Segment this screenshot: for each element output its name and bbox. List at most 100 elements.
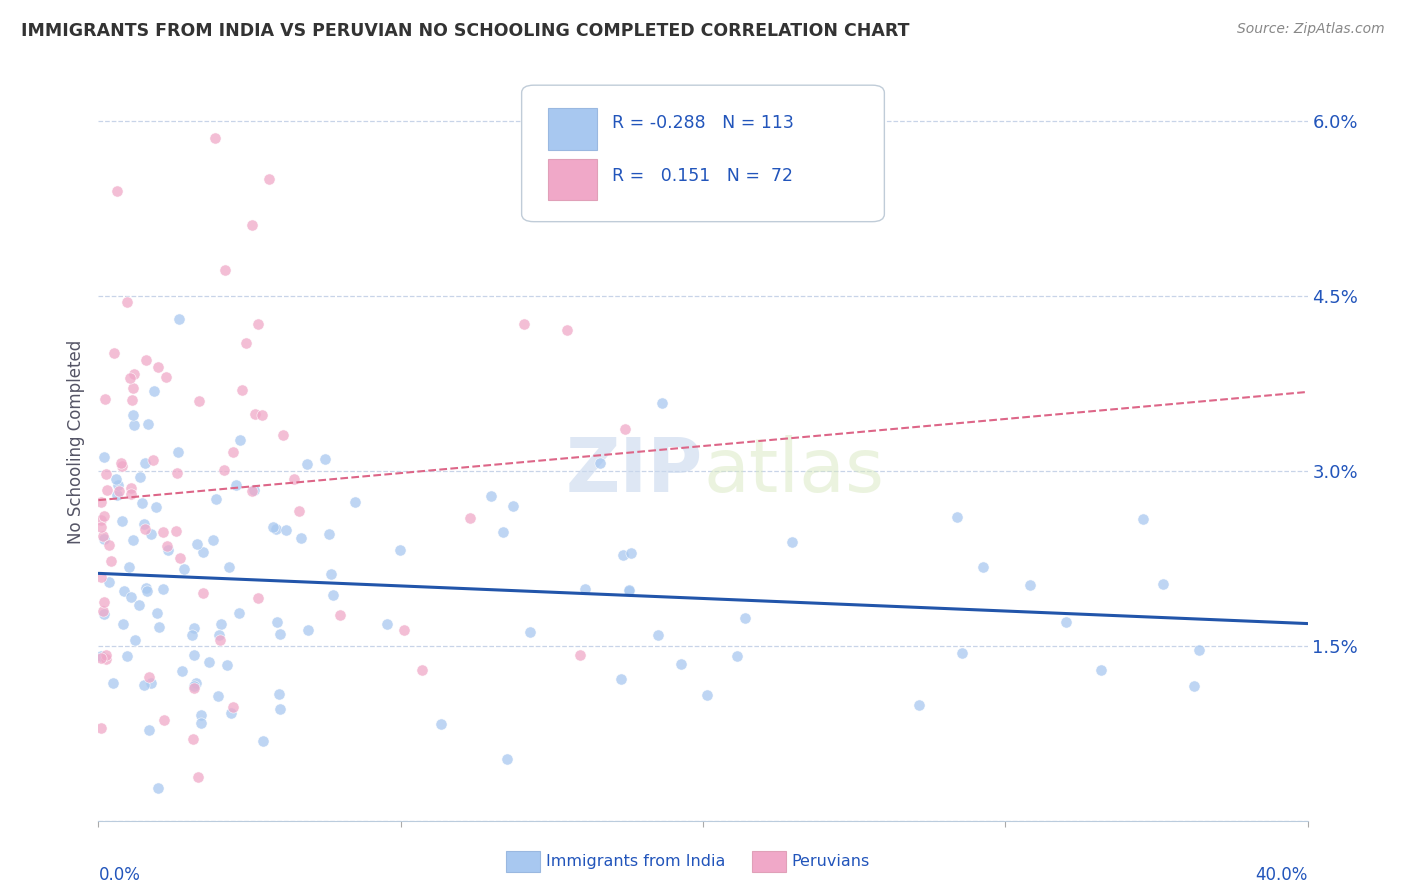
Point — [93, 508, 115, 523]
Point — [204, 131, 226, 145]
FancyBboxPatch shape — [548, 108, 596, 150]
Point — [946, 510, 969, 524]
Point — [96, 652, 118, 666]
Point — [271, 428, 294, 442]
Point — [297, 623, 319, 637]
Point — [120, 481, 142, 495]
Point — [619, 583, 641, 598]
Point — [319, 566, 342, 581]
Point — [257, 172, 280, 186]
Point — [118, 559, 141, 574]
Point — [198, 655, 221, 669]
Point — [107, 478, 129, 492]
Point — [181, 732, 204, 747]
Point — [139, 526, 162, 541]
Point — [136, 583, 159, 598]
Point — [212, 463, 235, 477]
Point — [98, 539, 121, 553]
Point — [247, 591, 270, 606]
Point — [105, 488, 128, 502]
Point — [343, 495, 366, 509]
Point — [207, 690, 229, 704]
Point — [1132, 511, 1154, 525]
Point — [120, 487, 142, 501]
Point — [121, 381, 143, 395]
Point — [218, 560, 240, 574]
Point — [143, 384, 166, 399]
Point — [111, 459, 134, 474]
Point — [214, 263, 236, 277]
Point — [492, 525, 515, 540]
Point — [152, 524, 174, 539]
Point — [610, 672, 633, 686]
Point — [264, 522, 287, 536]
Point — [519, 624, 541, 639]
Point — [98, 574, 121, 589]
Text: IMMIGRANTS FROM INDIA VS PERUVIAN NO SCHOOLING COMPLETED CORRELATION CHART: IMMIGRANTS FROM INDIA VS PERUVIAN NO SCH… — [21, 22, 910, 40]
Point — [295, 457, 318, 471]
Point — [120, 591, 142, 605]
Point — [115, 649, 138, 664]
Point — [132, 516, 155, 531]
Point — [183, 648, 205, 662]
Point — [100, 554, 122, 568]
Point — [135, 582, 157, 596]
Point — [617, 584, 640, 599]
Point — [148, 620, 170, 634]
Point — [111, 514, 134, 528]
Point — [972, 560, 994, 574]
Point — [156, 543, 179, 558]
Point — [138, 723, 160, 738]
Point — [252, 734, 274, 748]
Point — [169, 551, 191, 566]
Point — [90, 512, 112, 526]
Point — [90, 495, 112, 509]
FancyBboxPatch shape — [522, 85, 884, 221]
Text: Immigrants from India: Immigrants from India — [546, 855, 725, 869]
Point — [496, 752, 519, 766]
Point — [211, 617, 233, 632]
Point — [165, 524, 187, 538]
Point — [266, 615, 288, 629]
Point — [134, 456, 156, 470]
Point — [111, 616, 134, 631]
Point — [122, 368, 145, 382]
Text: Source: ZipAtlas.com: Source: ZipAtlas.com — [1237, 22, 1385, 37]
Point — [274, 524, 297, 538]
Point — [1090, 663, 1112, 677]
Point — [96, 483, 118, 498]
Point — [152, 713, 174, 727]
Text: 40.0%: 40.0% — [1256, 866, 1308, 884]
Point — [1152, 577, 1174, 591]
Point — [190, 707, 212, 722]
Point — [118, 371, 141, 385]
Point — [620, 545, 643, 559]
Point — [91, 529, 114, 543]
Point — [568, 648, 591, 663]
Point — [166, 467, 188, 481]
Point — [262, 520, 284, 534]
Point — [103, 346, 125, 360]
Point — [375, 617, 398, 632]
Point — [429, 716, 451, 731]
Point — [574, 582, 596, 596]
Point — [105, 184, 128, 198]
Point — [696, 688, 718, 702]
Point — [128, 598, 150, 612]
Point — [94, 467, 117, 482]
Y-axis label: No Schooling Completed: No Schooling Completed — [67, 340, 86, 543]
Point — [121, 533, 143, 547]
Point — [190, 716, 212, 731]
Point — [124, 633, 146, 648]
Point — [614, 421, 637, 435]
Point — [167, 444, 190, 458]
Text: 0.0%: 0.0% — [98, 866, 141, 884]
Point — [513, 318, 536, 332]
Point — [205, 491, 228, 506]
Point — [121, 393, 143, 408]
Point — [240, 483, 263, 498]
Point — [314, 452, 336, 467]
Point — [329, 608, 352, 623]
Point — [651, 395, 673, 409]
Point — [90, 721, 112, 735]
